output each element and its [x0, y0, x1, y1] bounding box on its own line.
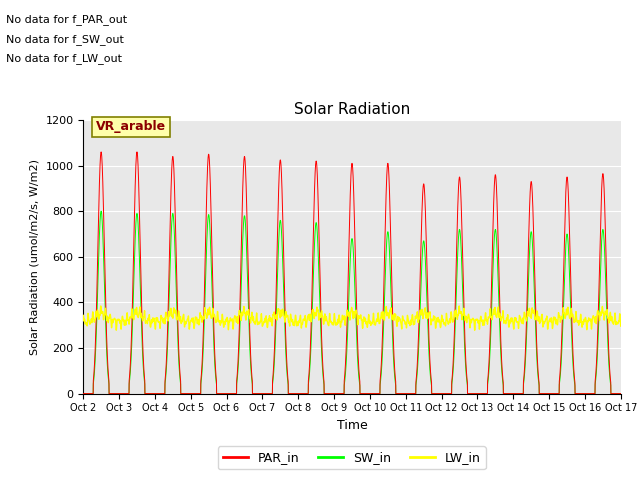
- Text: No data for f_LW_out: No data for f_LW_out: [6, 53, 122, 64]
- Text: VR_arable: VR_arable: [96, 120, 166, 133]
- X-axis label: Time: Time: [337, 419, 367, 432]
- Y-axis label: Solar Radiation (umol/m2/s, W/m2): Solar Radiation (umol/m2/s, W/m2): [30, 159, 40, 355]
- Text: No data for f_SW_out: No data for f_SW_out: [6, 34, 124, 45]
- Title: Solar Radiation: Solar Radiation: [294, 102, 410, 118]
- Legend: PAR_in, SW_in, LW_in: PAR_in, SW_in, LW_in: [218, 446, 486, 469]
- Text: No data for f_PAR_out: No data for f_PAR_out: [6, 14, 127, 25]
